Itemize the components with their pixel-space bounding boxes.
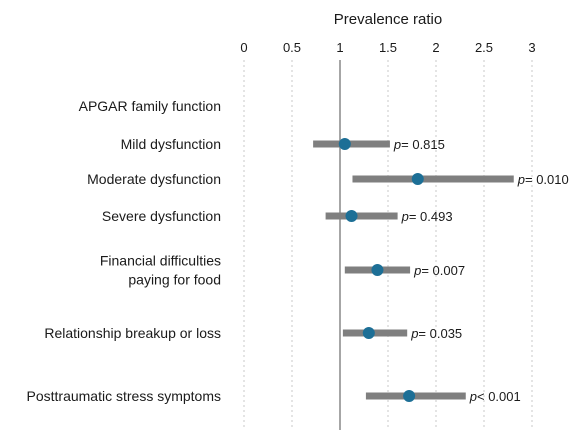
confidence-interval-bar [325,212,398,220]
x-tick-label: 2 [432,40,439,55]
row-label: Severe dysfunction [102,208,221,224]
point-estimate [411,173,424,185]
forest-row: Moderate dysfunction p= 0.010 [87,171,569,187]
forest-row: APGAR family function [79,98,221,114]
row-label: APGAR family function [79,98,221,114]
x-tick-label: 1.5 [379,40,397,55]
row-label: Mild dysfunction [121,136,221,152]
x-tick-labels: 0 0.5 1 1.5 2 2.5 3 [240,40,535,55]
confidence-interval-bar [313,140,390,148]
chart-title: Prevalence ratio [334,11,442,28]
forest-row: Posttraumatic stress symptoms p< 0.001 [27,388,521,404]
confidence-interval-bar [342,329,408,337]
p-symbol: p [469,389,477,404]
row-label: Relationship breakup or loss [44,325,221,341]
confidence-interval-bar [365,392,466,400]
point-estimate [338,138,351,150]
forest-row: Severe dysfunction p= 0.493 [102,208,453,224]
p-value: = 0.007 [421,263,465,278]
p-value-label: p= 0.010 [517,172,569,187]
p-value: = 0.010 [525,172,569,187]
confidence-interval-bar [352,175,514,183]
p-value: = 0.815 [401,137,445,152]
x-tick-label: 0 [240,40,247,55]
p-symbol: p [401,209,409,224]
row-label: Financial difficulties [100,253,221,269]
p-value-label: p= 0.493 [401,209,453,224]
p-value: < 0.001 [477,389,521,404]
p-value: = 0.035 [418,326,462,341]
p-symbol: p [413,263,421,278]
row-label: paying for food [128,272,221,288]
p-value: = 0.493 [409,209,453,224]
grid-lines [243,60,533,430]
point-estimate [403,390,416,402]
point-estimate [371,264,384,276]
forest-row: Mild dysfunction p= 0.815 [121,136,445,152]
forest-row: Financial difficulties paying for food p= … [100,253,465,288]
row-label: Moderate dysfunction [87,171,221,187]
p-symbol: p [517,172,525,187]
x-tick-label: 1 [336,40,343,55]
p-symbol: p [410,326,418,341]
row-label: Posttraumatic stress symptoms [27,388,222,404]
x-tick-label: 3 [528,40,535,55]
point-estimate [362,327,375,339]
p-value-label: p< 0.001 [469,389,521,404]
forest-row: Relationship breakup or loss p= 0.035 [44,325,462,341]
p-value-label: p= 0.035 [410,326,462,341]
p-value-label: p= 0.815 [393,137,445,152]
p-symbol: p [393,137,401,152]
x-tick-label: 0.5 [283,40,301,55]
point-estimate [345,210,358,222]
x-tick-label: 2.5 [475,40,493,55]
p-value-label: p= 0.007 [413,263,465,278]
